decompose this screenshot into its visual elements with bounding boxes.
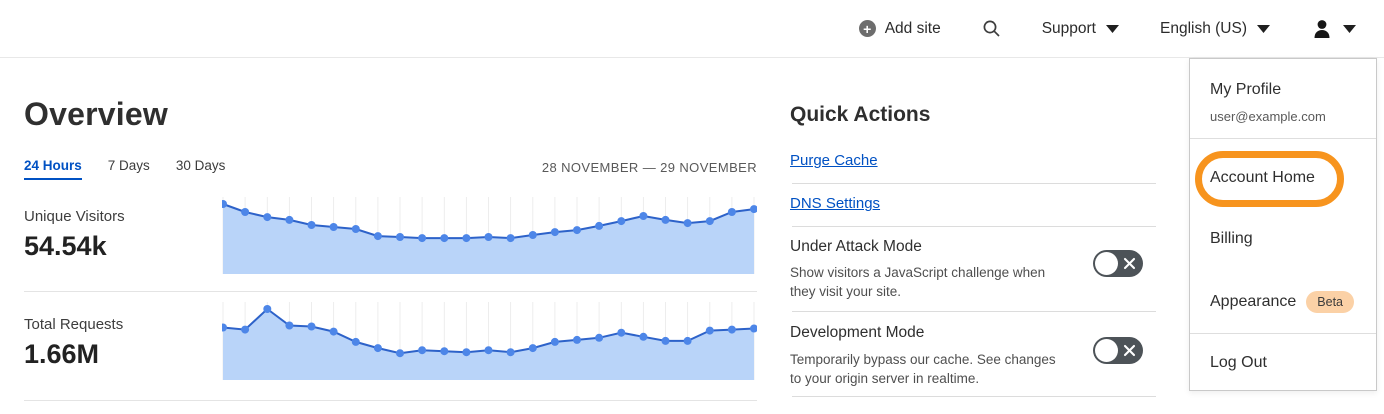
menu-divider <box>1190 333 1376 334</box>
add-site-label: Add site <box>884 19 941 37</box>
search-icon <box>983 20 1000 37</box>
billing-label: Billing <box>1210 230 1253 247</box>
divider <box>792 396 1156 397</box>
page-title: Overview <box>24 96 168 132</box>
account-dropdown-menu: My Profile user@example.com Account Home… <box>1189 58 1377 391</box>
toggle-off-x-icon <box>1123 250 1136 277</box>
development-mode-toggle[interactable] <box>1093 337 1143 364</box>
chevron-down-icon <box>1106 24 1119 33</box>
menu-item-account-home[interactable]: Account Home <box>1210 169 1315 187</box>
menu-item-billing[interactable]: Billing <box>1210 230 1253 248</box>
tab-24-hours[interactable]: 24 Hours <box>24 158 82 180</box>
search-button[interactable] <box>982 19 1001 38</box>
support-menu[interactable]: Support <box>1042 20 1119 38</box>
chevron-down-icon <box>1343 24 1356 33</box>
development-mode-title: Development Mode <box>790 324 925 341</box>
menu-item-my-profile[interactable]: My Profile <box>1210 81 1282 98</box>
toggle-off-x-icon <box>1123 337 1136 364</box>
account-home-label: Account Home <box>1210 169 1315 186</box>
divider <box>792 183 1156 184</box>
dns-settings-link[interactable]: DNS Settings <box>790 195 881 212</box>
development-mode-description: Temporarily bypass our cache. See change… <box>790 352 1056 386</box>
total-requests-chart[interactable] <box>219 302 758 380</box>
section-divider <box>24 291 757 292</box>
add-site-button[interactable]: + Add site <box>858 19 941 38</box>
total-requests-value: 1.66M <box>24 339 100 369</box>
add-site-plus-icon: + <box>858 20 876 37</box>
time-range-tabs: 24 Hours 7 Days 30 Days <box>24 158 225 180</box>
under-attack-mode-toggle[interactable] <box>1093 250 1143 277</box>
tab-7-days[interactable]: 7 Days <box>107 158 150 173</box>
top-navigation-bar: + Add site Support English (US) <box>0 0 1384 58</box>
total-requests-label: Total Requests <box>24 316 124 333</box>
account-menu-button[interactable] <box>1311 18 1356 39</box>
menu-item-log-out[interactable]: Log Out <box>1210 354 1267 372</box>
beta-badge: Beta <box>1306 291 1355 313</box>
under-attack-mode-description: Show visitors a JavaScript challenge whe… <box>790 265 1046 299</box>
menu-divider <box>1190 138 1376 139</box>
log-out-label: Log Out <box>1210 354 1267 371</box>
support-label: Support <box>1041 19 1096 37</box>
user-icon <box>1314 20 1330 38</box>
quick-actions-title: Quick Actions <box>790 103 931 126</box>
unique-visitors-chart[interactable] <box>219 197 758 274</box>
toggle-knob <box>1095 339 1118 362</box>
appearance-label: Appearance <box>1210 293 1297 310</box>
under-attack-mode-title: Under Attack Mode <box>790 238 922 255</box>
chevron-down-icon <box>1257 24 1270 33</box>
language-label: English (US) <box>1160 19 1247 37</box>
divider <box>792 226 1156 227</box>
divider <box>792 311 1156 312</box>
date-range-label: 28 NOVEMBER — 29 NOVEMBER <box>541 160 757 175</box>
profile-email: user@example.com <box>1210 109 1326 124</box>
section-divider <box>24 400 757 401</box>
unique-visitors-value: 54.54k <box>24 231 107 261</box>
purge-cache-link[interactable]: Purge Cache <box>790 152 878 169</box>
tab-30-days[interactable]: 30 Days <box>175 158 226 173</box>
toggle-knob <box>1095 252 1118 275</box>
unique-visitors-label: Unique Visitors <box>24 208 125 225</box>
language-menu[interactable]: English (US) <box>1160 20 1270 38</box>
menu-item-appearance[interactable]: Appearance Beta <box>1210 291 1355 313</box>
